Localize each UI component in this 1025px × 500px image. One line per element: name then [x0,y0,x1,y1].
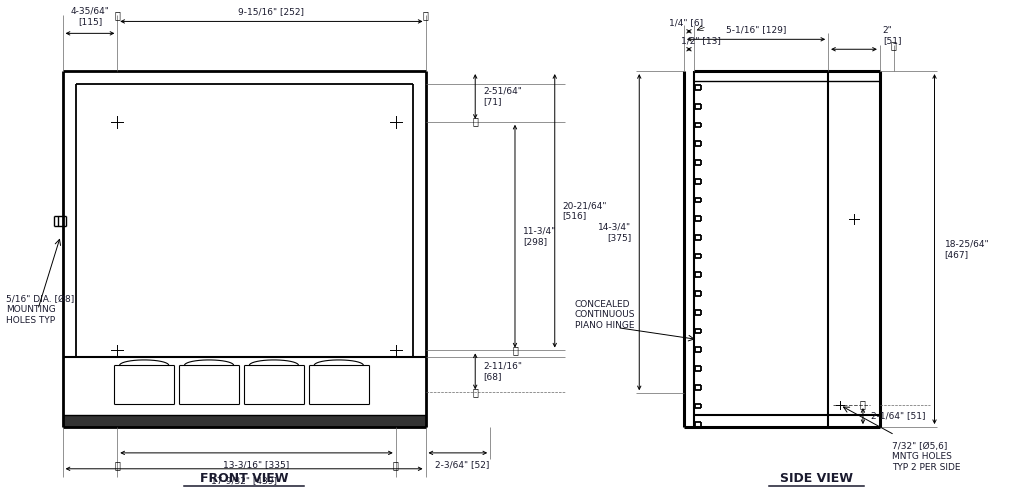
Text: ℄: ℄ [473,388,478,396]
Text: 2-1/64" [51]: 2-1/64" [51] [871,412,926,420]
Text: ℄: ℄ [115,462,120,470]
Text: 11-3/4"
[298]: 11-3/4" [298] [523,226,557,246]
Text: 1/4" [6]: 1/4" [6] [669,18,703,28]
Text: 20-21/64"
[516]: 20-21/64" [516] [563,201,607,220]
Text: ℄: ℄ [891,41,897,50]
Text: 13-3/16" [335]: 13-3/16" [335] [223,460,290,469]
Text: 9-15/16" [252]: 9-15/16" [252] [239,8,304,16]
Text: CONCEALED
CONTINUOUS
PIANO HINGE: CONCEALED CONTINUOUS PIANO HINGE [575,300,636,330]
Text: 4-35/64"
[115]: 4-35/64" [115] [71,7,110,26]
Text: 7/32" [Ø5,6]
MNTG HOLES
TYP 2 PER SIDE: 7/32" [Ø5,6] MNTG HOLES TYP 2 PER SIDE [892,442,960,472]
Text: SIDE VIEW: SIDE VIEW [780,472,853,485]
Text: 5/16" DIA. [Ø8]
MOUNTING
HOLES TYP: 5/16" DIA. [Ø8] MOUNTING HOLES TYP [6,295,74,324]
Text: 2-3/64" [52]: 2-3/64" [52] [436,460,490,469]
Text: ℄: ℄ [393,462,399,470]
Text: 5-1/16" [129]: 5-1/16" [129] [726,26,786,35]
Text: 2-11/16"
[68]: 2-11/16" [68] [483,362,522,381]
Text: 14-3/4"
[375]: 14-3/4" [375] [599,222,631,242]
Text: ℄: ℄ [422,11,428,20]
Text: FRONT VIEW: FRONT VIEW [200,472,288,485]
Bar [63,415,425,427]
Text: ℄: ℄ [115,11,120,20]
Text: ℄: ℄ [512,346,518,355]
Text: 18-25/64"
[467]: 18-25/64" [467] [944,240,989,259]
Text: 2"
[51]: 2" [51] [883,26,901,46]
Text: ℄: ℄ [473,118,478,126]
Text: 2-51/64"
[71]: 2-51/64" [71] [483,87,522,106]
Text: ℄: ℄ [860,400,866,409]
Text: 1/2" [13]: 1/2" [13] [681,36,721,46]
Text: 17-9/32" [439]: 17-9/32" [439] [211,476,277,484]
